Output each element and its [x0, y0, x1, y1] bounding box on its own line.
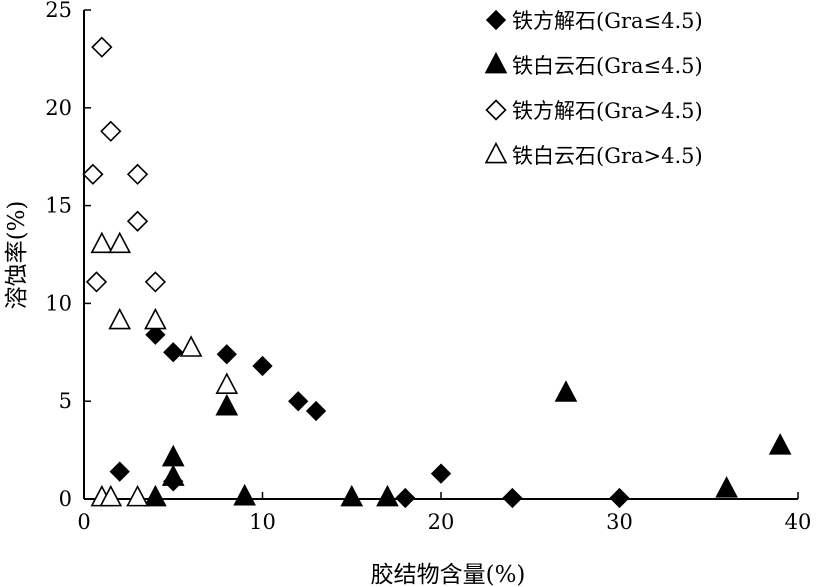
data-point [305, 400, 327, 422]
data-point [252, 355, 273, 377]
legend-item: 铁白云石(Gra≤4.5) [484, 51, 703, 78]
series-2 [144, 380, 792, 507]
data-point [768, 433, 792, 455]
legend-item: 铁方解石(Gra≤4.5) [485, 9, 703, 33]
data-markers [82, 36, 792, 509]
legend-item: 铁方解石(Gra>4.5) [485, 99, 703, 123]
data-point [216, 344, 237, 365]
data-point [161, 464, 185, 486]
y-tick-label: 25 [45, 0, 72, 22]
y-axis-label: 溶蚀率(%) [4, 201, 30, 310]
data-point [163, 342, 184, 363]
data-point [161, 444, 185, 467]
y-tick-label: 5 [59, 389, 72, 413]
legend-item: 铁白云石(Gra>4.5) [484, 141, 703, 168]
x-tick-label: 10 [249, 510, 276, 534]
axes [83, 10, 798, 500]
y-tick-label: 15 [45, 194, 72, 218]
data-point [554, 380, 578, 402]
data-point [340, 484, 364, 507]
data-point [179, 335, 203, 357]
x-tick-label: 30 [606, 510, 633, 534]
data-point [109, 461, 130, 482]
x-tick-label: 40 [785, 510, 812, 534]
data-point [144, 484, 167, 507]
x-tick-label: 0 [77, 510, 90, 534]
data-point [502, 487, 523, 509]
data-point [395, 487, 416, 509]
x-axis-label: 胶结物含量(%) [371, 562, 526, 587]
y-tick-label: 20 [45, 96, 72, 120]
legend-marker [484, 141, 508, 164]
data-point [100, 120, 122, 142]
data-point [288, 391, 309, 412]
legend-label: 铁方解石(Gra≤4.5) [512, 9, 703, 33]
data-point [99, 484, 123, 507]
data-point [376, 484, 399, 507]
data-point [233, 483, 256, 506]
legend-marker [484, 51, 508, 74]
legend: 铁方解石(Gra≤4.5) 铁白云石(Gra≤4.5) 铁方解石(Gra>4.5) 铁… [484, 9, 703, 168]
legend-label: 铁白云石(Gra≤4.5) [512, 54, 703, 78]
series-3 [82, 36, 167, 293]
data-point [126, 210, 149, 232]
data-point [609, 487, 630, 509]
series-4 [90, 231, 239, 507]
data-point [215, 393, 239, 416]
x-tick-label: 20 [428, 510, 455, 534]
data-point [85, 271, 108, 293]
data-point [430, 463, 452, 484]
axis-ticks: 0 10 20 30 40 0 5 10 15 20 25 [45, 0, 811, 534]
data-point [82, 163, 104, 185]
data-point [126, 163, 149, 185]
legend-marker [485, 9, 507, 31]
data-point [715, 476, 738, 498]
data-point [215, 372, 239, 394]
data-point [144, 307, 167, 330]
data-point [144, 271, 167, 293]
data-point [145, 324, 166, 345]
y-tick-label: 10 [45, 291, 72, 315]
data-point [90, 231, 114, 254]
data-point [108, 307, 132, 330]
data-point [108, 231, 132, 254]
legend-marker [485, 99, 507, 121]
data-point [126, 484, 149, 507]
y-tick-label: 0 [59, 487, 72, 511]
data-point [91, 36, 113, 58]
legend-label: 铁白云石(Gra>4.5) [512, 144, 703, 168]
legend-label: 铁方解石(Gra>4.5) [512, 99, 703, 123]
